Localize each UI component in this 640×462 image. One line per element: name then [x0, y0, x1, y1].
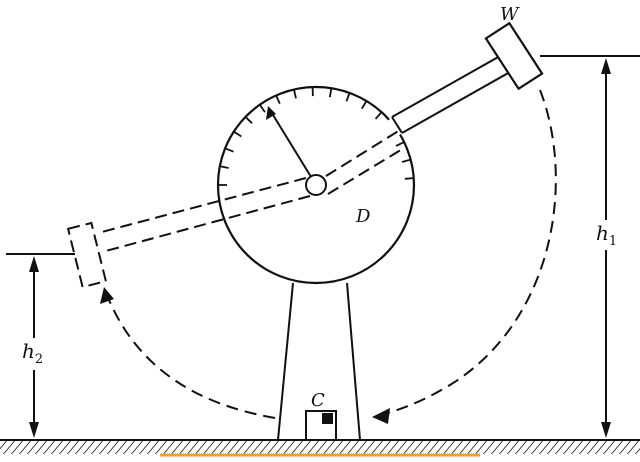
label-h1: h1	[596, 221, 617, 249]
arc-left	[105, 290, 275, 418]
specimen	[306, 411, 336, 440]
ground	[0, 440, 640, 455]
hammer-upper	[486, 23, 542, 89]
label-dial: D	[355, 206, 371, 227]
label-h2: h2	[22, 339, 43, 367]
arc-right-arrowhead	[372, 408, 390, 424]
dial-tick	[405, 178, 414, 179]
arc-left-arrowhead	[100, 287, 114, 304]
pivot-hub	[306, 175, 326, 195]
specimen-notch	[322, 413, 333, 424]
label-specimen: C	[311, 390, 325, 411]
label-hammer: W	[500, 4, 520, 25]
